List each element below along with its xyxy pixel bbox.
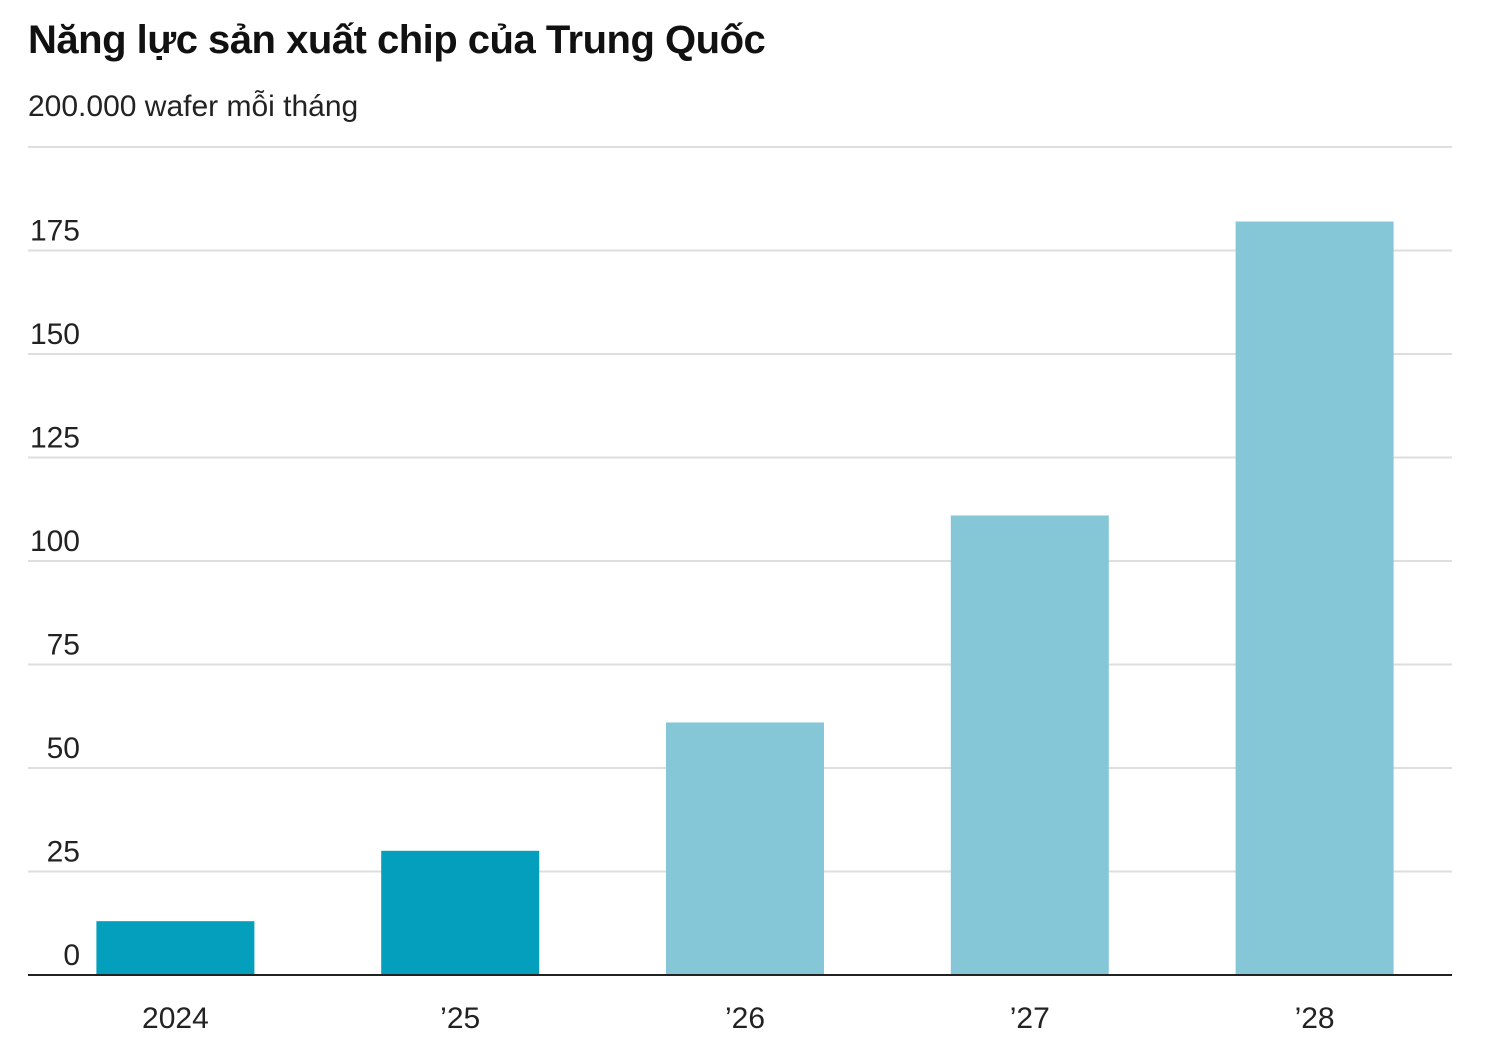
bar-1 [381, 850, 540, 975]
y-tick-label-75: 75 [47, 629, 80, 662]
chart-subtitle: 200.000 wafer mỗi tháng [28, 90, 359, 123]
y-tick-label-0: 0 [63, 939, 80, 972]
bar-3 [950, 515, 1109, 975]
y-tick-label-50: 50 [47, 732, 80, 765]
bar-0 [96, 921, 255, 975]
x-tick-label-2: ’26 [725, 1002, 765, 1035]
x-tick-label-3: ’27 [1010, 1002, 1050, 1035]
y-tick-label-150: 150 [30, 318, 80, 351]
bar-2 [666, 722, 824, 975]
x-tick-label-0: 2024 [142, 1002, 209, 1035]
y-tick-label-100: 100 [30, 525, 80, 558]
x-tick-label-1: ’25 [440, 1002, 480, 1035]
chart-title: Năng lực sản xuất chip của Trung Quốc [28, 18, 766, 62]
y-tick-label-175: 175 [30, 215, 80, 248]
y-tick-label-25: 25 [47, 836, 80, 869]
bar-4 [1235, 221, 1394, 975]
x-tick-label-4: ’28 [1295, 1002, 1335, 1035]
y-tick-label-125: 125 [30, 422, 80, 455]
